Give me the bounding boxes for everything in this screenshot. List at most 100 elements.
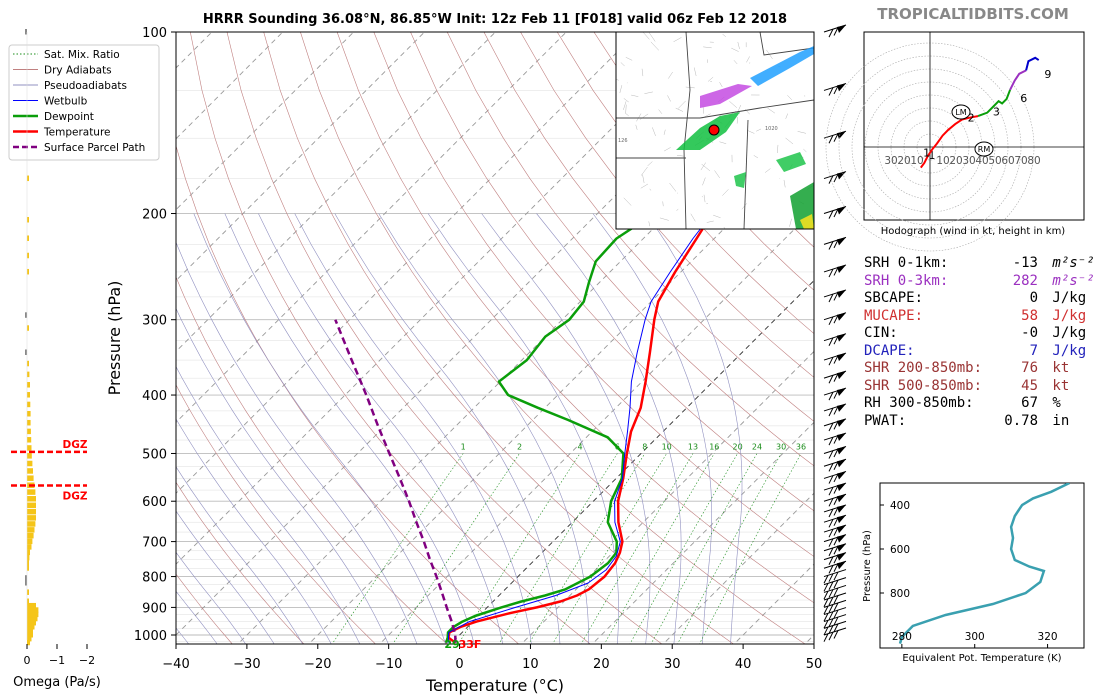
barb-feather: [828, 596, 834, 606]
y-tick-label: 300: [142, 314, 167, 329]
y-tick-label: 600: [142, 495, 167, 510]
barb-feather: [823, 633, 829, 642]
county-line: [746, 130, 755, 134]
dry-adiabat: [263, 32, 734, 644]
county-line: [731, 47, 739, 52]
county-line: [623, 98, 629, 103]
omega-bar: [27, 607, 39, 613]
barb-feather: [833, 527, 839, 536]
radar-echo: [676, 112, 740, 150]
omega-bar: [27, 632, 33, 638]
barb-flag: [837, 353, 846, 362]
omega-bar: [27, 382, 30, 388]
hodo-ring-label: 20: [949, 155, 962, 167]
mixing-ratio-line: [604, 453, 715, 644]
theta-y-tick-label: 800: [890, 588, 910, 600]
county-line: [650, 41, 659, 51]
barb-feather: [833, 292, 839, 301]
wind-barbs: [823, 24, 847, 642]
omega-bar: [27, 508, 36, 515]
hodo-ring-label: 30: [962, 155, 975, 167]
isotherm: [176, 32, 780, 636]
wind-barb: [823, 599, 847, 615]
barb-feather: [833, 239, 839, 249]
wind-barb: [823, 432, 847, 446]
omega-bar: [27, 549, 30, 556]
barb-feather: [833, 563, 839, 572]
barb-feather: [828, 589, 834, 598]
county-line: [703, 46, 712, 49]
index-value: -0: [1021, 325, 1038, 341]
index-value: 45: [1021, 377, 1038, 394]
barb-feather: [833, 461, 839, 470]
pseudoadiabat: [378, 213, 589, 644]
county-line: [693, 67, 697, 77]
isotherm: [176, 32, 638, 494]
wind-barb: [823, 130, 847, 144]
barb-feather: [828, 356, 834, 366]
omega-bar: [27, 460, 33, 467]
county-line: [736, 116, 739, 124]
barb-feather: [828, 547, 834, 557]
omega-bar: [27, 615, 38, 622]
barb-feather: [833, 267, 839, 276]
county-line: [701, 195, 704, 198]
barb-feather: [833, 602, 839, 612]
x-tick-label: −10: [375, 657, 402, 672]
hodo-height-label: 1: [923, 147, 930, 160]
radar-echo: [700, 84, 752, 108]
barb-flag: [837, 459, 846, 468]
barb-feather: [833, 485, 839, 494]
county-line: [753, 155, 759, 159]
county-line: [658, 109, 663, 114]
index-row: MUCAPE: 58 J/kg: [864, 308, 1086, 324]
index-value: 0.78: [1004, 412, 1038, 429]
barb-feather: [828, 293, 834, 303]
theta-y-tick-label: 600: [890, 544, 910, 556]
legend-label: Dewpoint: [44, 111, 94, 123]
wind-barb: [823, 569, 847, 584]
pseudoadiabat: [176, 307, 389, 644]
barb-feather: [828, 498, 834, 507]
hodo-segment: [1025, 56, 1040, 71]
pseudoadiabat: [176, 510, 275, 644]
county-line: [702, 106, 704, 114]
index-unit: kt: [1044, 360, 1070, 376]
omega-bar: [27, 252, 29, 259]
index-unit: m²s⁻²: [1044, 272, 1095, 289]
omega-tick-label: 0: [24, 654, 31, 667]
pseudoadiabat: [176, 366, 361, 644]
pseudoadiabat: [193, 213, 446, 644]
pseudoadiabat: [176, 466, 304, 644]
county-line: [789, 218, 792, 227]
wind-barb: [823, 620, 847, 636]
state-border: [759, 32, 814, 56]
mixing-ratio-label: 10: [662, 442, 672, 451]
county-line: [631, 94, 639, 97]
wind-barb: [823, 446, 847, 459]
omega-panel: 0 −1 −2 DGZ DGZ Omega (Pa/s): [11, 29, 101, 690]
county-line: [673, 37, 682, 42]
theta-e-x-label: Equivalent Pot. Temperature (K): [902, 653, 1061, 664]
wind-barb: [823, 524, 847, 538]
radar-echo: [750, 46, 814, 86]
omega-bar: [27, 639, 30, 646]
county-line: [719, 82, 723, 88]
barb-feather: [828, 565, 834, 574]
barb-feather: [833, 546, 839, 555]
barb-feather: [823, 620, 829, 629]
x-tick-label: 0: [455, 657, 463, 672]
county-line: [668, 71, 673, 79]
omega-bar: [25, 580, 27, 586]
x-tick-label: 50: [806, 657, 823, 672]
barb-feather: [828, 337, 834, 346]
omega-bar: [27, 496, 36, 502]
isotherm: [449, 279, 814, 644]
x-tick-label: −40: [162, 657, 189, 672]
barb-flag: [837, 264, 846, 273]
wind-barb: [823, 418, 847, 432]
barb-feather: [828, 631, 834, 641]
index-label: SHR 200-850mb:: [864, 360, 983, 376]
omega-bar: [27, 521, 36, 527]
index-unit: %: [1044, 395, 1061, 411]
